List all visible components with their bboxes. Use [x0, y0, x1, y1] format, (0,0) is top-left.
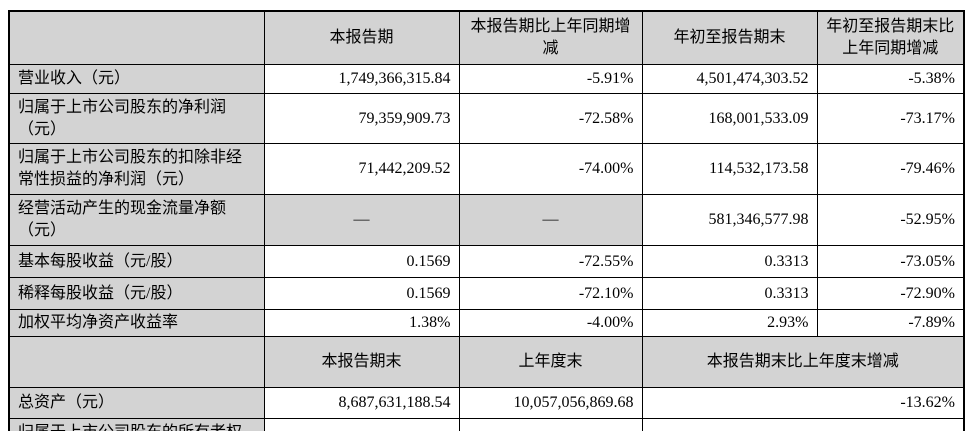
- cell-current: 79,359,909.73: [263, 93, 460, 144]
- cell-current: 0.1569: [263, 245, 460, 278]
- row-label: 经营活动产生的现金流量净额（元）: [8, 194, 265, 246]
- corner-blank-cell: [8, 10, 265, 65]
- cell-ytd-change: -73.17%: [816, 93, 965, 144]
- cell-ytd: 168,001,533.09: [641, 93, 818, 144]
- column-header-current-period: 本报告期: [263, 10, 460, 65]
- cell-current-change: -72.58%: [458, 93, 643, 144]
- table-row: 总资产（元） 8,687,631,188.54 10,057,056,869.6…: [8, 387, 965, 419]
- column-header-ytd: 年初至报告期末: [641, 10, 818, 65]
- cell-current-change-na: —: [458, 194, 643, 246]
- cell-ytd-change: -72.90%: [816, 277, 965, 310]
- cell-ytd: 114,532,173.58: [641, 143, 818, 195]
- cell-ytd: 0.3313: [641, 245, 818, 278]
- financial-summary-table: 本报告期 本报告期比上年同期增减 年初至报告期末 年初至报告期末比上年同期增减 …: [8, 10, 965, 431]
- cell-current-change: -4.00%: [458, 309, 643, 337]
- cell-ytd-change: -79.46%: [816, 143, 965, 195]
- cell-ytd: 581,346,577.98: [641, 194, 818, 246]
- cell-ytd-change: -5.38%: [816, 64, 965, 94]
- table-row: 归属于上市公司股东的所有者权益（元） 5,270,158,436.02 5,72…: [8, 418, 965, 431]
- row-label: 归属于上市公司股东的所有者权益（元）: [8, 418, 265, 431]
- column-header-period-end-change: 本报告期末比上年度末增减: [641, 336, 965, 388]
- cell-period-end: 5,270,158,436.02: [263, 418, 460, 431]
- table-row: 归属于上市公司股东的净利润（元） 79,359,909.73 -72.58% 1…: [8, 93, 965, 144]
- row-label: 营业收入（元）: [8, 64, 265, 94]
- corner-blank-cell: [8, 336, 265, 388]
- period-header-row: 本报告期 本报告期比上年同期增减 年初至报告期末 年初至报告期末比上年同期增减: [8, 10, 965, 65]
- financial-summary-page: 本报告期 本报告期比上年同期增减 年初至报告期末 年初至报告期末比上年同期增减 …: [0, 10, 973, 431]
- cell-ytd: 2.93%: [641, 309, 818, 337]
- row-label: 稀释每股收益（元/股）: [8, 277, 265, 310]
- row-label: 归属于上市公司股东的扣除非经常性损益的净利润（元）: [8, 143, 265, 195]
- snapshot-header-row: 本报告期末 上年度末 本报告期末比上年度末增减: [8, 336, 965, 388]
- cell-current-change: -72.55%: [458, 245, 643, 278]
- cell-period-end: 8,687,631,188.54: [263, 387, 460, 419]
- cell-current-na: —: [263, 194, 460, 246]
- cell-current-change: -74.00%: [458, 143, 643, 195]
- column-header-period-end: 本报告期末: [263, 336, 460, 388]
- table-row: 基本每股收益（元/股） 0.1569 -72.55% 0.3313 -73.05…: [8, 245, 965, 278]
- table-row: 归属于上市公司股东的扣除非经常性损益的净利润（元） 71,442,209.52 …: [8, 143, 965, 195]
- row-label: 归属于上市公司股东的净利润（元）: [8, 93, 265, 144]
- cell-current-change: -72.10%: [458, 277, 643, 310]
- cell-ytd: 4,501,474,303.52: [641, 64, 818, 94]
- table-row: 经营活动产生的现金流量净额（元） — — 581,346,577.98 -52.…: [8, 194, 965, 246]
- cell-ytd-change: -7.89%: [816, 309, 965, 337]
- cell-current: 1,749,366,315.84: [263, 64, 460, 94]
- table-row: 稀释每股收益（元/股） 0.1569 -72.10% 0.3313 -72.90…: [8, 277, 965, 310]
- row-label: 基本每股收益（元/股）: [8, 245, 265, 278]
- cell-current-change: -5.91%: [458, 64, 643, 94]
- cell-current: 0.1569: [263, 277, 460, 310]
- row-label: 加权平均净资产收益率: [8, 309, 265, 337]
- table-row: 营业收入（元） 1,749,366,315.84 -5.91% 4,501,47…: [8, 64, 965, 94]
- cell-current: 71,442,209.52: [263, 143, 460, 195]
- cell-prior-year-end: 10,057,056,869.68: [458, 387, 643, 419]
- row-label: 总资产（元）: [8, 387, 265, 419]
- cell-change: -13.62%: [641, 387, 965, 419]
- table-row: 加权平均净资产收益率 1.38% -4.00% 2.93% -7.89%: [8, 309, 965, 337]
- cell-current: 1.38%: [263, 309, 460, 337]
- column-header-current-change: 本报告期比上年同期增减: [458, 10, 643, 65]
- cell-ytd: 0.3313: [641, 277, 818, 310]
- cell-ytd-change: -73.05%: [816, 245, 965, 278]
- cell-ytd-change: -52.95%: [816, 194, 965, 246]
- cell-change: -7.96%: [641, 418, 965, 431]
- column-header-prior-year-end: 上年度末: [458, 336, 643, 388]
- cell-prior-year-end: 5,725,989,635.60: [458, 418, 643, 431]
- column-header-ytd-change: 年初至报告期末比上年同期增减: [816, 10, 965, 65]
